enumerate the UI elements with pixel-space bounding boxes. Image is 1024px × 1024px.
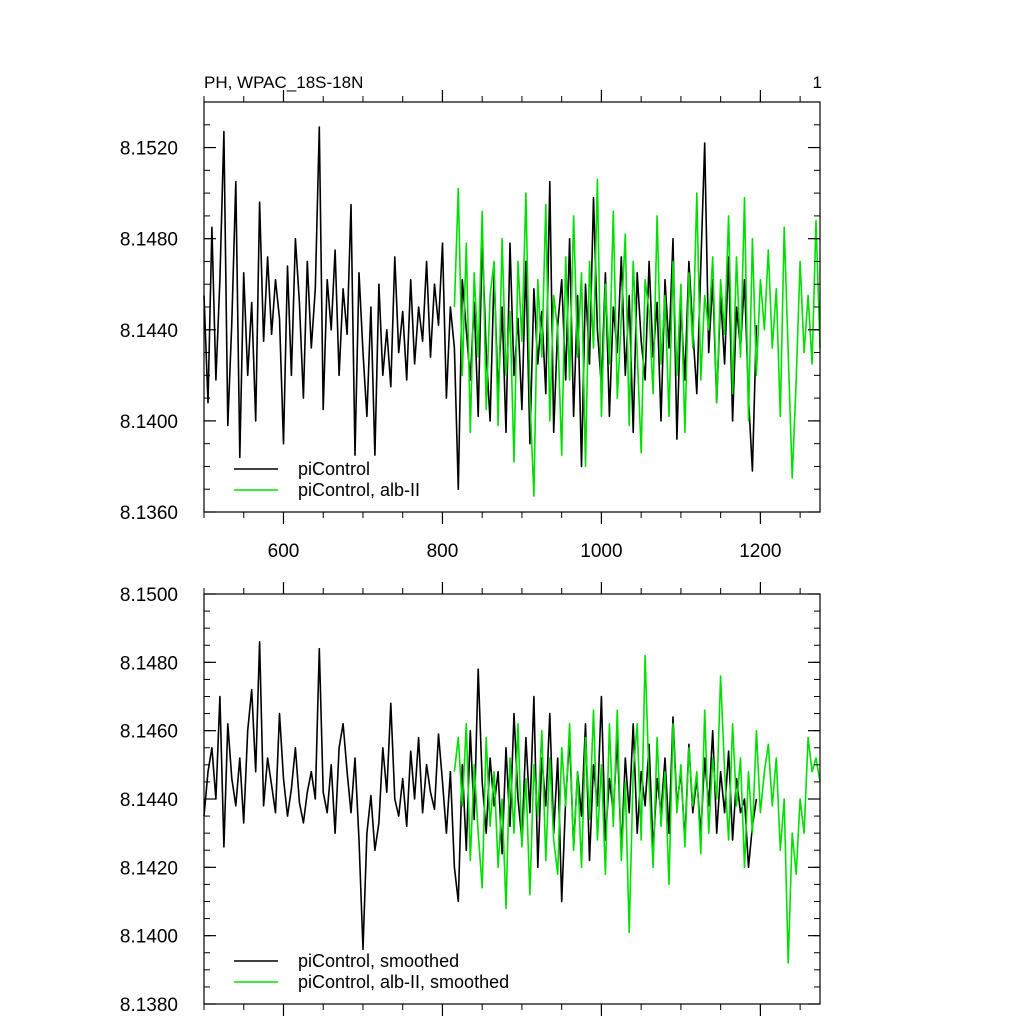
y-tick-label: 8.1500 [120, 585, 178, 606]
x-tick-label: 1200 [739, 541, 781, 562]
legend-label: piControl, alb-II, smoothed [298, 972, 509, 992]
series-line-1-0 [204, 642, 756, 950]
chart-panel-top: 8.1360 8.1400 8.1440 8.1480 8.1520 600 800 1000… [120, 90, 820, 562]
x-tick-label: 800 [427, 541, 459, 562]
y-tick-label: 8.1400 [120, 412, 178, 433]
chart-title: PH, WPAC_18S-18N [204, 73, 363, 92]
series-line-0-1 [454, 179, 820, 496]
y-tick-label: 8.1360 [120, 503, 178, 524]
x-tick-label: 600 [268, 541, 300, 562]
legend-label: piControl [298, 459, 370, 479]
series-line-1-1 [454, 656, 820, 964]
legend-label: piControl, smoothed [298, 951, 459, 971]
y-tick-label: 8.1440 [120, 790, 178, 811]
y-tick-label: 8.1440 [120, 321, 178, 342]
y-tick-label: 8.1400 [120, 927, 178, 948]
y-tick-label: 8.1460 [120, 722, 178, 743]
chart-panel-bottom: 8.1380 8.1400 8.1420 8.1440 8.1460 8.1480 8.15… [120, 582, 820, 1016]
y-tick-label: 8.1420 [120, 858, 178, 879]
y-tick-label: 8.1380 [120, 995, 178, 1016]
y-tick-label: 8.1480 [120, 653, 178, 674]
panel-number-label: 1 [813, 73, 822, 92]
legend-label: piControl, alb-II [298, 480, 420, 500]
x-tick-label: 1000 [580, 541, 622, 562]
y-tick-label: 8.1520 [120, 139, 178, 160]
y-tick-label: 8.1480 [120, 230, 178, 251]
